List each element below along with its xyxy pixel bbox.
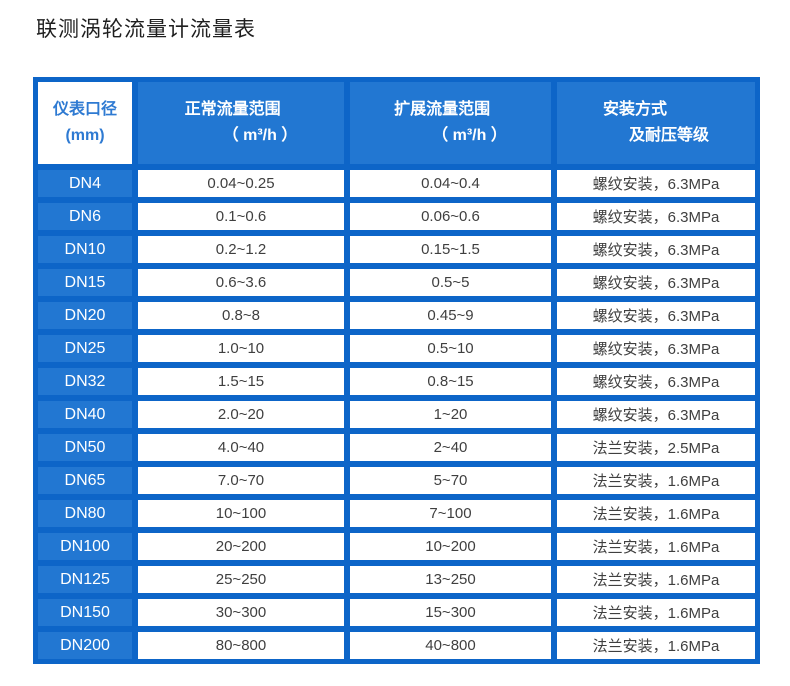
dn-size-cell: DN6 (35, 200, 135, 233)
normal-range-cell: 20~200 (135, 530, 347, 563)
header-install-line1: 安装方式 (602, 101, 667, 118)
dn-size-cell: DN25 (35, 332, 135, 365)
normal-range-cell: 25~250 (135, 563, 347, 596)
table-header: 仪表口径 (mm) 正常流量范围 （ m³/h ） 扩展流量范围 （ m³/h … (35, 79, 758, 167)
normal-range-cell: 1.5~15 (135, 365, 347, 398)
extended-range-cell: 0.15~1.5 (347, 233, 554, 266)
extended-range-cell: 5~70 (347, 464, 554, 497)
extended-range-cell: 0.5~5 (347, 266, 554, 299)
header-diameter-line1: 仪表口径 (52, 101, 117, 118)
install-type-cell: 法兰安装，1.6MPa (554, 497, 758, 530)
install-type-cell: 螺纹安装，6.3MPa (554, 200, 758, 233)
install-type-cell: 法兰安装，1.6MPa (554, 530, 758, 563)
table-row: DN20 0.8~8 0.45~9 螺纹安装，6.3MPa (35, 299, 758, 332)
table-row: DN150 30~300 15~300 法兰安装，1.6MPa (35, 596, 758, 629)
dn-size-cell: DN65 (35, 464, 135, 497)
table-row: DN50 4.0~40 2~40 法兰安装，2.5MPa (35, 431, 758, 464)
table-row: DN40 2.0~20 1~20 螺纹安装，6.3MPa (35, 398, 758, 431)
dn-size-cell: DN125 (35, 563, 135, 596)
install-type-cell: 螺纹安装，6.3MPa (554, 299, 758, 332)
install-type-cell: 螺纹安装，6.3MPa (554, 332, 758, 365)
extended-range-cell: 0.8~15 (347, 365, 554, 398)
extended-range-cell: 1~20 (347, 398, 554, 431)
dn-size-cell: DN20 (35, 299, 135, 332)
table-row: DN25 1.0~10 0.5~10 螺纹安装，6.3MPa (35, 332, 758, 365)
header-cell-extended-range: 扩展流量范围 （ m³/h ） (347, 79, 554, 167)
header-extended-line1: 扩展流量范围 (394, 101, 491, 118)
flow-range-table: 仪表口径 (mm) 正常流量范围 （ m³/h ） 扩展流量范围 （ m³/h … (33, 77, 760, 664)
header-cell-normal-range: 正常流量范围 （ m³/h ） (135, 79, 347, 167)
install-type-cell: 法兰安装，1.6MPa (554, 629, 758, 662)
extended-range-cell: 40~800 (347, 629, 554, 662)
normal-range-cell: 2.0~20 (135, 398, 347, 431)
dn-size-cell: DN100 (35, 530, 135, 563)
dn-size-cell: DN80 (35, 497, 135, 530)
table-row: DN65 7.0~70 5~70 法兰安装，1.6MPa (35, 464, 758, 497)
dn-size-cell: DN4 (35, 167, 135, 200)
dn-size-cell: DN40 (35, 398, 135, 431)
table-row: DN10 0.2~1.2 0.15~1.5 螺纹安装，6.3MPa (35, 233, 758, 266)
install-type-cell: 法兰安装，1.6MPa (554, 464, 758, 497)
extended-range-cell: 15~300 (347, 596, 554, 629)
extended-range-cell: 2~40 (347, 431, 554, 464)
extended-range-cell: 0.06~0.6 (347, 200, 554, 233)
install-type-cell: 法兰安装，1.6MPa (554, 563, 758, 596)
normal-range-cell: 7.0~70 (135, 464, 347, 497)
normal-range-cell: 0.2~1.2 (135, 233, 347, 266)
dn-size-cell: DN32 (35, 365, 135, 398)
extended-range-cell: 10~200 (347, 530, 554, 563)
extended-range-cell: 7~100 (347, 497, 554, 530)
normal-range-cell: 30~300 (135, 596, 347, 629)
header-row: 仪表口径 (mm) 正常流量范围 （ m³/h ） 扩展流量范围 （ m³/h … (35, 79, 758, 167)
normal-range-cell: 0.04~0.25 (135, 167, 347, 200)
header-install-line2: 及耐压等级 (628, 127, 709, 144)
table-row: DN4 0.04~0.25 0.04~0.4 螺纹安装，6.3MPa (35, 167, 758, 200)
extended-range-cell: 0.04~0.4 (347, 167, 554, 200)
table-row: DN125 25~250 13~250 法兰安装，1.6MPa (35, 563, 758, 596)
page-title: 联测涡轮流量计流量表 (36, 18, 256, 41)
header-cell-diameter: 仪表口径 (mm) (35, 79, 135, 167)
install-type-cell: 螺纹安装，6.3MPa (554, 266, 758, 299)
table-row: DN200 80~800 40~800 法兰安装，1.6MPa (35, 629, 758, 662)
normal-range-cell: 1.0~10 (135, 332, 347, 365)
header-diameter-line2: (mm) (65, 127, 105, 144)
extended-range-cell: 0.5~10 (347, 332, 554, 365)
header-cell-install: 安装方式 及耐压等级 (554, 79, 758, 167)
normal-range-cell: 0.8~8 (135, 299, 347, 332)
normal-range-cell: 10~100 (135, 497, 347, 530)
table-row: DN15 0.6~3.6 0.5~5 螺纹安装，6.3MPa (35, 266, 758, 299)
install-type-cell: 螺纹安装，6.3MPa (554, 365, 758, 398)
header-normal-line2: （ m³/h ） (222, 127, 298, 144)
normal-range-cell: 0.1~0.6 (135, 200, 347, 233)
install-type-cell: 法兰安装，2.5MPa (554, 431, 758, 464)
normal-range-cell: 4.0~40 (135, 431, 347, 464)
normal-range-cell: 0.6~3.6 (135, 266, 347, 299)
table-row: DN100 20~200 10~200 法兰安装，1.6MPa (35, 530, 758, 563)
install-type-cell: 螺纹安装，6.3MPa (554, 233, 758, 266)
dn-size-cell: DN10 (35, 233, 135, 266)
extended-range-cell: 13~250 (347, 563, 554, 596)
table-row: DN32 1.5~15 0.8~15 螺纹安装，6.3MPa (35, 365, 758, 398)
header-normal-line1: 正常流量范围 (184, 101, 281, 118)
install-type-cell: 螺纹安装，6.3MPa (554, 398, 758, 431)
dn-size-cell: DN15 (35, 266, 135, 299)
install-type-cell: 螺纹安装，6.3MPa (554, 167, 758, 200)
extended-range-cell: 0.45~9 (347, 299, 554, 332)
table-row: DN6 0.1~0.6 0.06~0.6 螺纹安装，6.3MPa (35, 200, 758, 233)
install-type-cell: 法兰安装，1.6MPa (554, 596, 758, 629)
normal-range-cell: 80~800 (135, 629, 347, 662)
dn-size-cell: DN200 (35, 629, 135, 662)
dn-size-cell: DN50 (35, 431, 135, 464)
table-row: DN80 10~100 7~100 法兰安装，1.6MPa (35, 497, 758, 530)
dn-size-cell: DN150 (35, 596, 135, 629)
header-extended-line2: （ m³/h ） (432, 127, 507, 144)
table-body: DN4 0.04~0.25 0.04~0.4 螺纹安装，6.3MPa DN6 0… (35, 167, 758, 662)
